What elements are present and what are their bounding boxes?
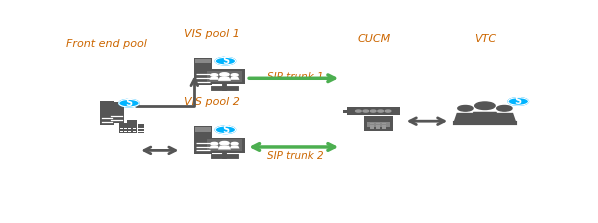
Circle shape xyxy=(497,105,512,111)
FancyBboxPatch shape xyxy=(133,131,136,132)
Circle shape xyxy=(220,141,229,145)
Polygon shape xyxy=(492,113,517,123)
Circle shape xyxy=(458,105,473,111)
Circle shape xyxy=(210,142,218,145)
Polygon shape xyxy=(209,146,219,149)
FancyBboxPatch shape xyxy=(370,127,374,129)
FancyBboxPatch shape xyxy=(120,131,123,132)
FancyBboxPatch shape xyxy=(127,120,137,133)
Circle shape xyxy=(215,126,236,134)
Text: VIS pool 2: VIS pool 2 xyxy=(184,97,239,107)
Text: Front end pool: Front end pool xyxy=(66,39,147,49)
FancyBboxPatch shape xyxy=(124,128,127,129)
FancyBboxPatch shape xyxy=(376,125,380,126)
Circle shape xyxy=(475,102,495,109)
Circle shape xyxy=(119,99,139,107)
Circle shape xyxy=(370,110,376,112)
FancyBboxPatch shape xyxy=(128,128,130,129)
FancyBboxPatch shape xyxy=(370,125,374,126)
Polygon shape xyxy=(218,146,231,150)
Polygon shape xyxy=(209,77,219,80)
Circle shape xyxy=(363,110,368,112)
FancyBboxPatch shape xyxy=(124,131,127,132)
FancyBboxPatch shape xyxy=(120,128,123,129)
FancyBboxPatch shape xyxy=(382,127,386,129)
FancyBboxPatch shape xyxy=(138,128,141,129)
FancyBboxPatch shape xyxy=(376,123,380,124)
Circle shape xyxy=(378,110,383,112)
Text: VIS pool 1: VIS pool 1 xyxy=(184,29,239,39)
Polygon shape xyxy=(230,77,240,80)
Circle shape xyxy=(231,142,238,145)
FancyBboxPatch shape xyxy=(133,128,136,129)
FancyBboxPatch shape xyxy=(194,126,212,154)
FancyBboxPatch shape xyxy=(141,128,144,129)
Polygon shape xyxy=(453,113,478,123)
FancyBboxPatch shape xyxy=(109,102,124,123)
FancyBboxPatch shape xyxy=(203,138,245,153)
FancyBboxPatch shape xyxy=(119,123,127,133)
FancyBboxPatch shape xyxy=(364,116,393,131)
Circle shape xyxy=(231,74,238,76)
Text: S: S xyxy=(126,98,133,108)
Polygon shape xyxy=(218,77,231,81)
Circle shape xyxy=(508,98,529,105)
Circle shape xyxy=(215,57,236,65)
FancyBboxPatch shape xyxy=(367,122,390,127)
FancyBboxPatch shape xyxy=(370,123,374,124)
Polygon shape xyxy=(230,146,240,149)
FancyBboxPatch shape xyxy=(194,58,212,85)
FancyBboxPatch shape xyxy=(141,131,144,132)
FancyBboxPatch shape xyxy=(208,139,242,151)
FancyBboxPatch shape xyxy=(203,69,245,84)
FancyBboxPatch shape xyxy=(347,107,400,115)
Polygon shape xyxy=(469,112,501,123)
Text: S: S xyxy=(222,56,229,66)
FancyBboxPatch shape xyxy=(195,58,211,64)
Text: SIP trunk 1: SIP trunk 1 xyxy=(267,72,323,82)
FancyBboxPatch shape xyxy=(382,123,386,124)
FancyBboxPatch shape xyxy=(138,131,141,132)
Text: CUCM: CUCM xyxy=(357,34,390,44)
Circle shape xyxy=(220,73,229,76)
Text: S: S xyxy=(222,125,229,135)
FancyBboxPatch shape xyxy=(138,124,144,133)
Text: SIP trunk 2: SIP trunk 2 xyxy=(267,151,323,161)
Circle shape xyxy=(356,110,361,112)
FancyBboxPatch shape xyxy=(208,71,242,83)
FancyBboxPatch shape xyxy=(382,125,386,126)
Circle shape xyxy=(210,74,218,76)
FancyBboxPatch shape xyxy=(343,110,349,114)
Text: VTC: VTC xyxy=(474,34,496,44)
Circle shape xyxy=(385,110,391,112)
FancyBboxPatch shape xyxy=(100,101,114,125)
FancyBboxPatch shape xyxy=(376,127,380,129)
Text: S: S xyxy=(515,97,522,106)
FancyBboxPatch shape xyxy=(195,127,211,132)
FancyBboxPatch shape xyxy=(128,131,130,132)
